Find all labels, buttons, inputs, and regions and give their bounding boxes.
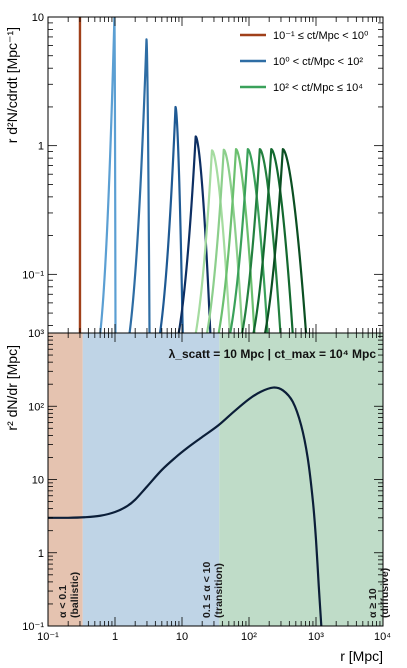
top-y-tick-label: 10: [32, 12, 44, 24]
top-series-diffusive-10: [252, 148, 294, 333]
region-label: α < 0.1: [57, 585, 69, 618]
top-series-diffusive-7: [217, 148, 256, 333]
region-sublabel: (diffusive): [379, 568, 391, 618]
bottom-panel: 10³ 10² 10 1 10⁻¹10⁻¹ 1 10 10² 10³ 10⁴ r² dN/dr [M…: [4, 328, 391, 664]
region-band-2: [219, 333, 383, 626]
legend-label: 10⁻¹ ≤ ct/Mpc < 10⁰: [273, 30, 369, 42]
bottom-x-tick-label: 10: [176, 631, 188, 643]
top-curves: [78, 17, 308, 333]
top-series-transition-4: [177, 135, 212, 333]
bottom-x-tick-label: 10⁻¹: [37, 631, 59, 643]
bottom-x-tick-label: 1: [112, 631, 118, 643]
top-series-diffusive-6: [205, 148, 244, 333]
bottom-x-tick-label: 10³: [308, 631, 324, 643]
bottom-y-tick-label: 10: [32, 475, 44, 487]
top-y-axis-label: r d²N/cdrdt [Mpc⁻¹]: [4, 27, 20, 143]
bottom-x-tick-label: 10²: [241, 631, 257, 643]
top-series-diffusive-11: [263, 148, 308, 333]
top-series-transition-2: [128, 38, 151, 333]
top-y-tick-label: 1: [38, 141, 44, 153]
region-label: α ≥ 10: [367, 588, 379, 618]
bottom-y-tick-label: 10³: [28, 328, 44, 340]
top-series-transition-3: [158, 105, 184, 333]
chart-annotation: λ_scatt = 10 Mpc | ct_max = 10⁴ Mpc: [169, 347, 377, 361]
bottom-x-tick-label: 10⁴: [374, 631, 391, 643]
bottom-y-axis-label: r² dN/dr [Mpc]: [4, 345, 20, 431]
region-label: 0.1 ≤ α < 10: [201, 562, 213, 618]
legend-label: 10² < ct/Mpc ≤ 10⁴: [273, 82, 363, 94]
top-series-transition-1: [99, 17, 117, 333]
legend: 10⁻¹ ≤ ct/Mpc < 10⁰ 10⁰ < ct/Mpc < 10² 10²…: [240, 30, 369, 94]
region-sublabel: (transition): [213, 563, 225, 618]
top-series-diffusive-5: [194, 149, 232, 333]
bottom-y-tick-label: 1: [38, 548, 44, 560]
legend-label: 10⁰ < ct/Mpc < 10²: [273, 56, 363, 68]
bottom-series-curve: [48, 386, 323, 626]
x-axis-label: r [Mpc]: [340, 648, 383, 664]
top-y-tick-label: 10⁻¹: [22, 269, 44, 281]
bottom-y-tick-label: 10⁻¹: [22, 621, 44, 633]
region-sublabel: (ballistic): [69, 572, 81, 618]
top-panel: 10 1 10⁻¹ r d²N/cdrdt [Mpc⁻¹] 10⁻¹ ≤ ct/Mpc …: [4, 12, 384, 334]
bottom-y-tick-label: 10²: [28, 401, 44, 413]
region-band-1: [82, 333, 220, 626]
